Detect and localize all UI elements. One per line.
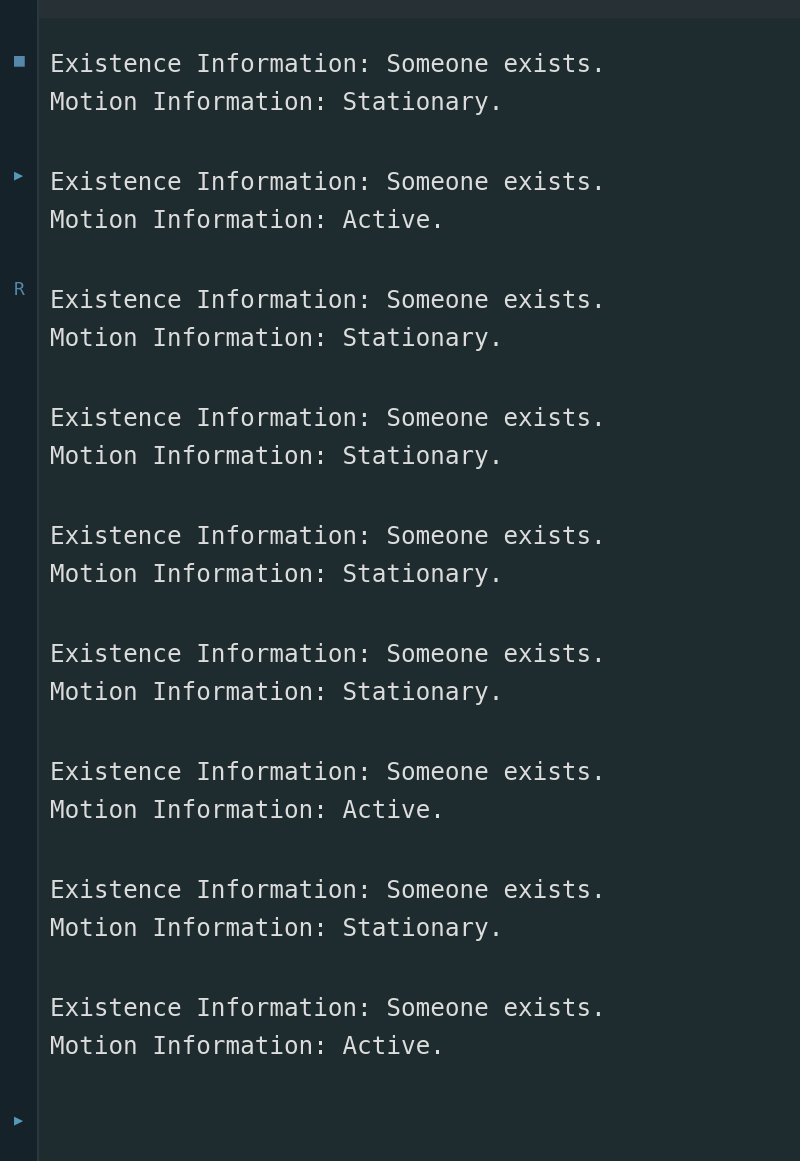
Text: Motion Information: Stationary.: Motion Information: Stationary. <box>50 682 503 705</box>
Text: Existence Information: Someone exists.: Existence Information: Someone exists. <box>50 525 606 549</box>
Text: Existence Information: Someone exists.: Existence Information: Someone exists. <box>50 997 606 1021</box>
Text: Existence Information: Someone exists.: Existence Information: Someone exists. <box>50 408 606 431</box>
Text: Motion Information: Stationary.: Motion Information: Stationary. <box>50 917 503 942</box>
Text: Motion Information: Stationary.: Motion Information: Stationary. <box>50 91 503 115</box>
Text: Existence Information: Someone exists.: Existence Information: Someone exists. <box>50 760 606 785</box>
Text: Motion Information: Active.: Motion Information: Active. <box>50 799 445 823</box>
Text: Motion Information: Active.: Motion Information: Active. <box>50 209 445 233</box>
FancyBboxPatch shape <box>0 0 38 1161</box>
Text: Motion Information: Active.: Motion Information: Active. <box>50 1034 445 1059</box>
Text: Motion Information: Stationary.: Motion Information: Stationary. <box>50 327 503 351</box>
Text: Existence Information: Someone exists.: Existence Information: Someone exists. <box>50 879 606 903</box>
Text: ■: ■ <box>14 51 25 68</box>
Text: R: R <box>14 281 25 300</box>
Text: Existence Information: Someone exists.: Existence Information: Someone exists. <box>50 643 606 668</box>
Text: Motion Information: Stationary.: Motion Information: Stationary. <box>50 445 503 469</box>
Text: ▶: ▶ <box>14 167 23 182</box>
FancyBboxPatch shape <box>0 0 800 19</box>
Text: Existence Information: Someone exists.: Existence Information: Someone exists. <box>50 53 606 77</box>
Text: ▶: ▶ <box>14 1112 23 1127</box>
Text: Motion Information: Stationary.: Motion Information: Stationary. <box>50 563 503 587</box>
Text: Existence Information: Someone exists.: Existence Information: Someone exists. <box>50 171 606 195</box>
Text: Existence Information: Someone exists.: Existence Information: Someone exists. <box>50 289 606 313</box>
